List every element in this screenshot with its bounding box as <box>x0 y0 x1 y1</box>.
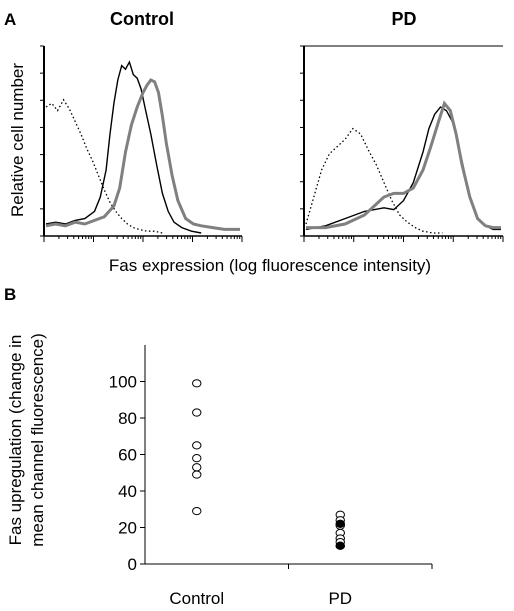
isotype-control-curve <box>45 98 163 234</box>
y-tick-label: 80 <box>118 409 137 428</box>
x-tick-label: PD <box>328 589 352 608</box>
panel-b-ylabel-line1: Fas upregulation (change in <box>6 335 25 546</box>
control-histogram-plot <box>40 45 243 242</box>
unstimulated-fas-curve <box>45 60 202 234</box>
y-tick-label: 60 <box>118 446 137 465</box>
control-panel-title: Control <box>110 9 174 29</box>
y-tick-label: 0 <box>128 555 137 574</box>
panel-a-letter: A <box>4 10 16 29</box>
stimulated-fas-curve <box>306 100 501 230</box>
fas-upregulation-scatter-plot: 0 20 40 60 80 100 Control PD <box>109 345 433 608</box>
panel-b-ylabel-line2: mean channel fluorescence) <box>28 333 47 547</box>
isotype-control-curve <box>305 127 443 234</box>
data-point-filled <box>335 519 345 528</box>
panel-a-ylabel: Relative cell number <box>8 63 27 217</box>
data-point <box>192 506 202 516</box>
pd-panel-title: PD <box>391 9 416 29</box>
stimulated-fas-curve <box>45 78 240 231</box>
y-tick-label: 40 <box>118 482 137 501</box>
y-tick-label: 20 <box>118 519 137 538</box>
data-point <box>192 454 202 463</box>
pd-histogram-plot <box>300 45 504 242</box>
data-point <box>192 470 202 479</box>
y-tick-label: 100 <box>109 373 137 392</box>
data-point <box>192 441 202 450</box>
data-point <box>192 463 202 472</box>
data-point-filled <box>335 541 345 550</box>
data-point <box>192 379 202 388</box>
x-tick-label: Control <box>169 589 224 608</box>
data-point <box>192 408 202 417</box>
panel-b-letter: B <box>4 285 16 304</box>
panel-a-xlabel: Fas expression (log fluorescence intensi… <box>109 256 431 275</box>
unstimulated-fas-curve <box>305 106 501 231</box>
